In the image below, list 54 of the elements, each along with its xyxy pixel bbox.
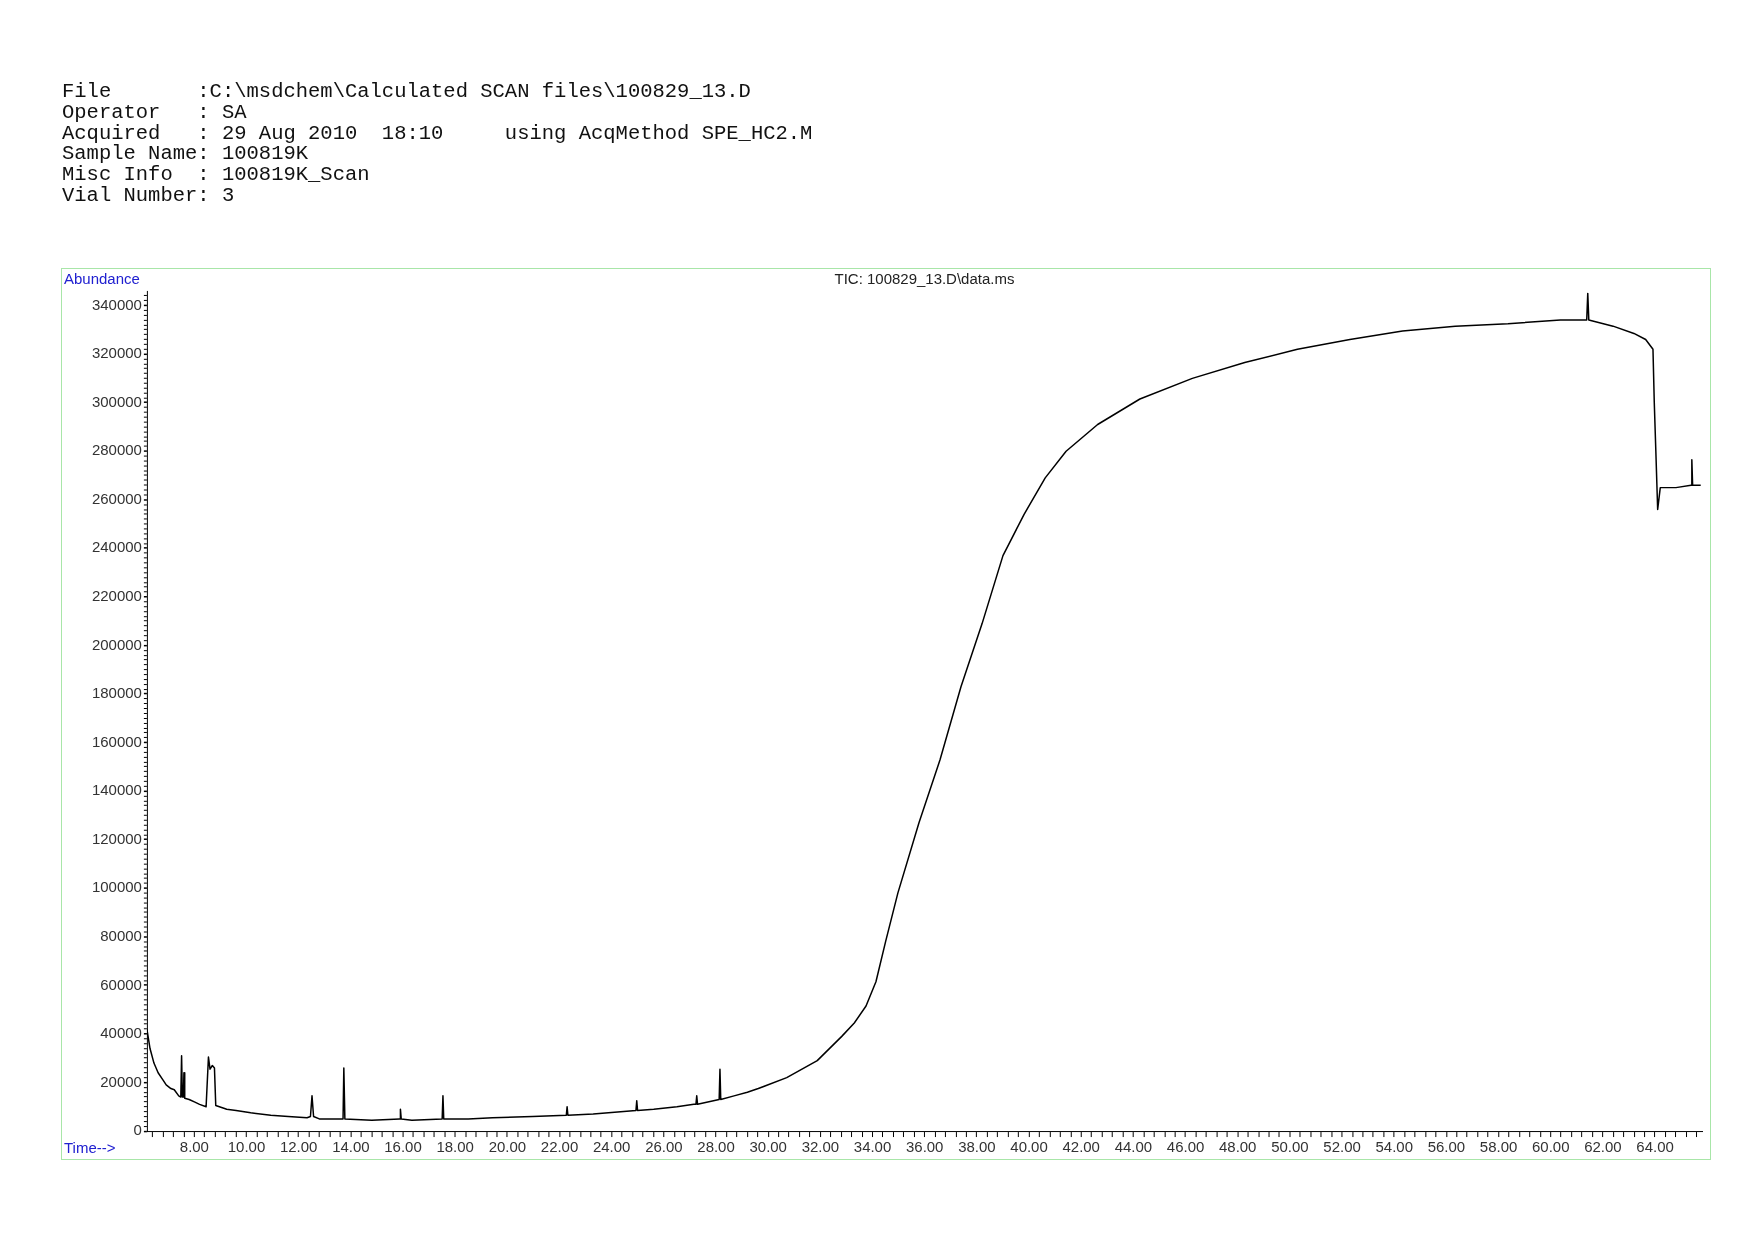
x-tick-label: 42.00 (1062, 1138, 1100, 1156)
x-tick-label: 22.00 (540, 1138, 579, 1156)
y-tick-label: 60000 (100, 975, 142, 993)
x-tick-label: 52.00 (1323, 1138, 1361, 1156)
x-tick-label: 62.00 (1584, 1138, 1622, 1156)
x-tick-label: 44.00 (1114, 1138, 1153, 1156)
y-tick-label: 240000 (91, 538, 142, 556)
y-tick-label: 140000 (91, 781, 142, 799)
text: Acquired : 29 Aug 2010 18:10 using AcqMethod SPE_HC2.M (62, 121, 813, 145)
x-tick-label: 30.00 (749, 1138, 787, 1156)
x-tick-label: 46.00 (1166, 1138, 1205, 1156)
x-tick-label: 26.00 (645, 1138, 683, 1156)
x-tick-label: 32.00 (801, 1138, 840, 1156)
text: File :C:\msdchem\Calculated SCAN files\100829_13.D (62, 80, 752, 103)
x-tick-label: 28.00 (697, 1138, 735, 1156)
text: Sample Name: 100819K (62, 142, 310, 166)
text: Operator : SA (62, 100, 248, 124)
x-tick-label: 54.00 (1375, 1138, 1413, 1156)
x-tick-label: 34.00 (853, 1138, 892, 1156)
y-axis-title: Abundance (64, 270, 140, 288)
y-tick-label: 120000 (91, 829, 142, 847)
x-tick-label: 16.00 (384, 1138, 422, 1156)
x-tick-label: 58.00 (1479, 1138, 1518, 1156)
y-tick-label: 260000 (91, 489, 142, 507)
x-tick-label: 38.00 (958, 1138, 996, 1156)
x-tick-label: 14.00 (332, 1138, 370, 1156)
x-tick-label: 56.00 (1427, 1138, 1466, 1156)
x-tick-label: 36.00 (905, 1138, 944, 1156)
y-tick-label: 20000 (100, 1072, 142, 1090)
x-tick-label: 24.00 (592, 1138, 631, 1156)
x-tick-label: 60.00 (1531, 1138, 1570, 1156)
x-tick-label: 40.00 (1010, 1138, 1048, 1156)
y-tick-label: 80000 (100, 926, 142, 944)
y-tick-label: 100000 (91, 878, 142, 896)
y-tick-label: 340000 (91, 295, 142, 313)
x-tick-label: 10.00 (227, 1138, 266, 1156)
y-tick-label: 160000 (91, 732, 142, 750)
chart-title: TIC: 100829_13.D\data.ms (834, 270, 1015, 288)
y-tick-label: 40000 (100, 1024, 142, 1042)
x-tick-label: 8.00 (179, 1138, 209, 1156)
y-tick-label: 0 (133, 1121, 142, 1139)
x-tick-label: 50.00 (1271, 1138, 1309, 1156)
y-tick-label: 180000 (91, 684, 142, 702)
y-tick-label: 320000 (91, 344, 142, 362)
y-tick-label: 200000 (91, 635, 142, 653)
y-tick-label: 280000 (91, 441, 142, 459)
x-tick-label: 64.00 (1636, 1138, 1674, 1156)
x-axis-title: Time--> (64, 1139, 116, 1157)
y-tick-label: 300000 (91, 392, 142, 410)
x-tick-label: 18.00 (436, 1138, 474, 1156)
y-tick-label: 220000 (91, 587, 142, 605)
x-tick-label: 20.00 (488, 1138, 527, 1156)
x-tick-label: 48.00 (1218, 1138, 1257, 1156)
x-tick-label: 12.00 (279, 1138, 318, 1156)
